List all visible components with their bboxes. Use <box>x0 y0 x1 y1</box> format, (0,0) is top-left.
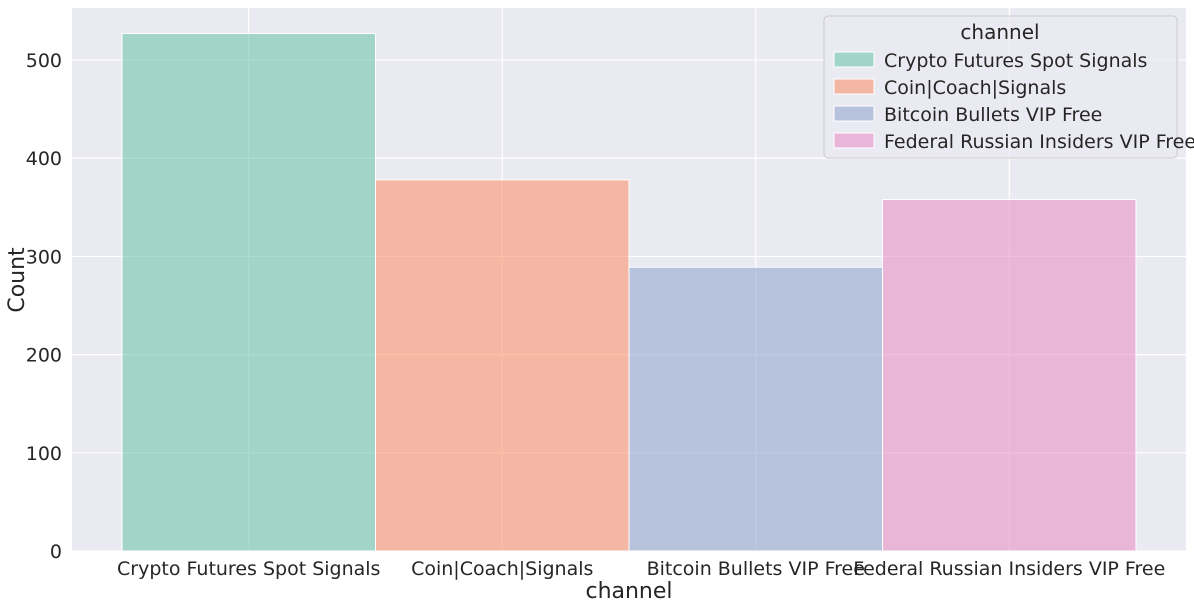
y-tick-label: 200 <box>26 345 62 367</box>
x-tick-label: Coin|Coach|Signals <box>411 558 593 580</box>
legend-label: Coin|Coach|Signals <box>884 77 1066 99</box>
y-tick-label: 500 <box>26 50 62 72</box>
y-tick-label: 400 <box>26 148 62 170</box>
legend-label: Bitcoin Bullets VIP Free <box>884 104 1102 126</box>
bar <box>375 179 630 552</box>
x-tick-label: Federal Russian Insiders VIP Free <box>853 558 1165 580</box>
x-tick-label: Bitcoin Bullets VIP Free <box>647 558 865 580</box>
legend-swatch <box>833 132 875 149</box>
legend-swatch <box>833 51 875 68</box>
legend-title: channel <box>960 20 1039 44</box>
y-axis-label: Count <box>5 247 30 313</box>
bar <box>121 33 376 552</box>
bars <box>121 33 1137 552</box>
legend: channel Crypto Futures Spot Signals Coin|… <box>823 15 1194 159</box>
legend-frame <box>823 15 1178 159</box>
bar <box>882 198 1137 552</box>
legend-label: Crypto Futures Spot Signals <box>884 50 1147 72</box>
legend-swatch <box>833 78 875 95</box>
x-axis-label: channel <box>585 579 672 604</box>
bar <box>628 266 883 552</box>
legend-swatch <box>833 105 875 122</box>
y-tick-label: 300 <box>26 246 62 268</box>
y-tick-label: 100 <box>26 443 62 465</box>
y-tick-label: 0 <box>50 541 62 563</box>
x-tick-label: Crypto Futures Spot Signals <box>117 558 380 580</box>
y-tick-labels: 0 100 200 300 400 500 <box>26 50 62 563</box>
x-tick-labels: Crypto Futures Spot Signals Coin|Coach|Si… <box>117 558 1165 580</box>
legend-items: Crypto Futures Spot Signals Coin|Coach|Si… <box>833 50 1194 153</box>
legend-label: Federal Russian Insiders VIP Free <box>884 131 1194 153</box>
